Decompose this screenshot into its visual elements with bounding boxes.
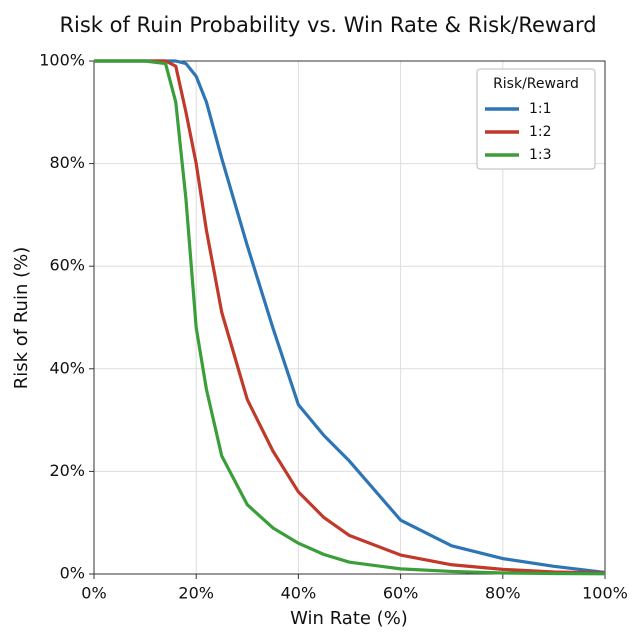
line-series xyxy=(94,59,606,576)
y-tick-label: 20% xyxy=(49,461,85,480)
x-axis-label: Win Rate (%) xyxy=(290,608,408,629)
y-tick-label: 0% xyxy=(60,564,85,583)
x-tick-label: 20% xyxy=(178,584,214,603)
legend-title: Risk/Reward xyxy=(493,76,579,92)
y-tick-label: 40% xyxy=(49,358,85,377)
x-tick-label: 40% xyxy=(281,584,317,603)
y-tick-label: 60% xyxy=(49,256,85,275)
y-tick-label: 80% xyxy=(49,153,85,172)
x-tick-label: 0% xyxy=(81,584,106,603)
legend-label: 1:2 xyxy=(529,124,552,140)
line-series xyxy=(94,59,606,575)
legend-label: 1:3 xyxy=(529,147,552,163)
x-tick-label: 100% xyxy=(582,584,628,603)
plot-frame xyxy=(93,60,606,575)
legend: Risk/Reward 1:1 1:2 1:3 xyxy=(476,68,596,170)
x-tick-label: 80% xyxy=(485,584,521,603)
line-series xyxy=(94,59,606,575)
y-tick-label: 100% xyxy=(39,51,85,70)
y-axis-label: Risk of Ruin (%) xyxy=(11,247,32,390)
legend-box xyxy=(476,68,596,170)
chart-title: Risk of Ruin Probability vs. Win Rate & … xyxy=(59,13,596,37)
x-tick-label: 60% xyxy=(383,584,419,603)
legend-label: 1:1 xyxy=(529,101,552,117)
